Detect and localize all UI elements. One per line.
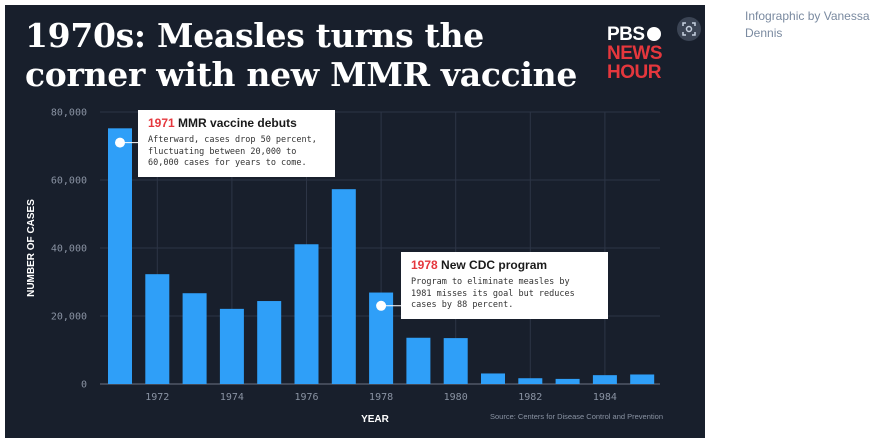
logo-pbs: PBS [607,25,669,44]
logo-news: NEWS [607,43,663,64]
annotation-1978: 1978 New CDC program Program to eliminat… [401,252,608,319]
bar-1981 [481,373,505,384]
lens-glyph [682,22,696,36]
bar-1972 [145,274,170,384]
bar-1975 [257,301,282,384]
bar-1979 [406,337,431,384]
annotation-dot-1978 [376,300,387,311]
pbs-newshour-logo: PBS NEWS HOUR [607,25,669,83]
y-tick-label: 40,000 [51,244,87,255]
x-tick-label: 1980 [444,392,468,403]
bar-1985 [630,374,655,384]
annotation-dot-1971 [115,137,125,148]
x-tick-label: 1984 [593,392,617,403]
bar-1976 [294,244,319,384]
infographic-credit: Infographic by Vanessa Dennis [745,9,870,40]
annotation-1971: 1971 MMR vaccine debuts Afterward, cases… [138,110,335,177]
x-tick-label: 1974 [220,392,244,403]
bar-1977 [331,189,356,384]
bar-1982 [518,378,543,384]
lens-search-icon[interactable] [677,17,701,41]
measles-bar-chart: 0 20,000 40,000 60,000 80,000 1972 1974 1976 197… [26,108,663,426]
y-tick-label: 80,000 [51,108,87,119]
x-tick-label: 1976 [294,392,318,403]
y-tick-label: 60,000 [51,176,87,187]
annotation-1971-title: 1971 MMR vaccine debuts [148,116,297,130]
x-axis-title: YEAR [361,414,390,425]
bar-1980 [443,338,468,384]
annotation-1971-text: Afterward, cases drop 50 percent, fluctu… [148,135,317,168]
bar-1971 [108,128,132,384]
y-tick-label: 0 [81,380,87,391]
bar-1973 [182,293,207,384]
bar-1974 [219,308,244,384]
bar-1983 [555,378,580,384]
x-tick-label: 1982 [518,392,542,403]
x-tick-label: 1972 [145,392,169,403]
infographic-panel: 1970s: Measles turns the corner with new… [5,5,705,438]
chart-source: Source: Centers for Disease Control and … [490,412,663,421]
bar-1984 [592,375,617,384]
annotation-1978-title: 1978 New CDC program [411,258,548,272]
x-tick-label: 1978 [369,392,393,403]
annotation-1978-text: Program to eliminate measles by 1981 mis… [411,277,575,310]
y-tick-label: 20,000 [51,312,87,323]
y-axis-title: NUMBER OF CASES [26,199,37,297]
chart-title: 1970s: Measles turns the corner with new… [25,16,578,94]
logo-hour: HOUR [607,62,661,83]
